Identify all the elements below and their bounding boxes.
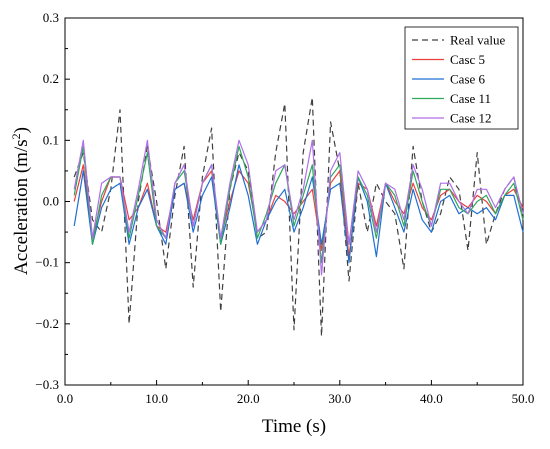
series-layer [73,96,524,337]
y-tick-label: 0.3 [43,10,59,25]
y-tick-label: −0.2 [35,316,59,331]
x-tick-label: 20.0 [237,391,260,406]
legend: Real value Casc 5 Case 6 Case 11 Case 12 [404,26,519,130]
legend-label: Case 6 [450,72,486,87]
series-line-case-12 [73,139,524,276]
series-line-real-value [73,96,524,337]
y-axis-title-superscript: 2 [9,133,23,139]
y-axis-title-tail: ) [11,127,32,133]
x-tick-label: 10.0 [145,391,168,406]
legend-box [404,26,519,130]
y-tick-label: 0.0 [43,194,59,209]
x-tick-label: 40.0 [420,391,443,406]
series-line-case-11 [73,145,524,264]
x-axis-title: Time (s) [262,416,326,437]
x-tick-label: 50.0 [512,391,535,406]
y-tick-label: 0.2 [43,71,59,86]
y-axis-title: Acceleration (m/s2) [9,127,32,275]
series-line-case-6 [73,164,524,264]
y-tick-label: −0.3 [35,377,59,392]
x-tick-label: 30.0 [328,391,351,406]
legend-label: Case 11 [450,91,491,106]
y-tick-label: −0.1 [35,255,59,270]
legend-label: Case 12 [450,111,492,126]
x-axis: 0.0 10.0 20.0 30.0 40.0 50.0 [57,380,535,406]
legend-label: Casc 5 [450,52,485,67]
y-axis: −0.3 −0.2 −0.1 0.0 0.1 0.2 0.3 [35,10,70,392]
y-axis-title-main: Acceleration (m/s [11,139,32,275]
legend-label: Real value [450,33,505,48]
x-tick-label: 0.0 [57,391,73,406]
y-tick-label: 0.1 [43,132,59,147]
series-line-casc-5 [73,164,524,258]
